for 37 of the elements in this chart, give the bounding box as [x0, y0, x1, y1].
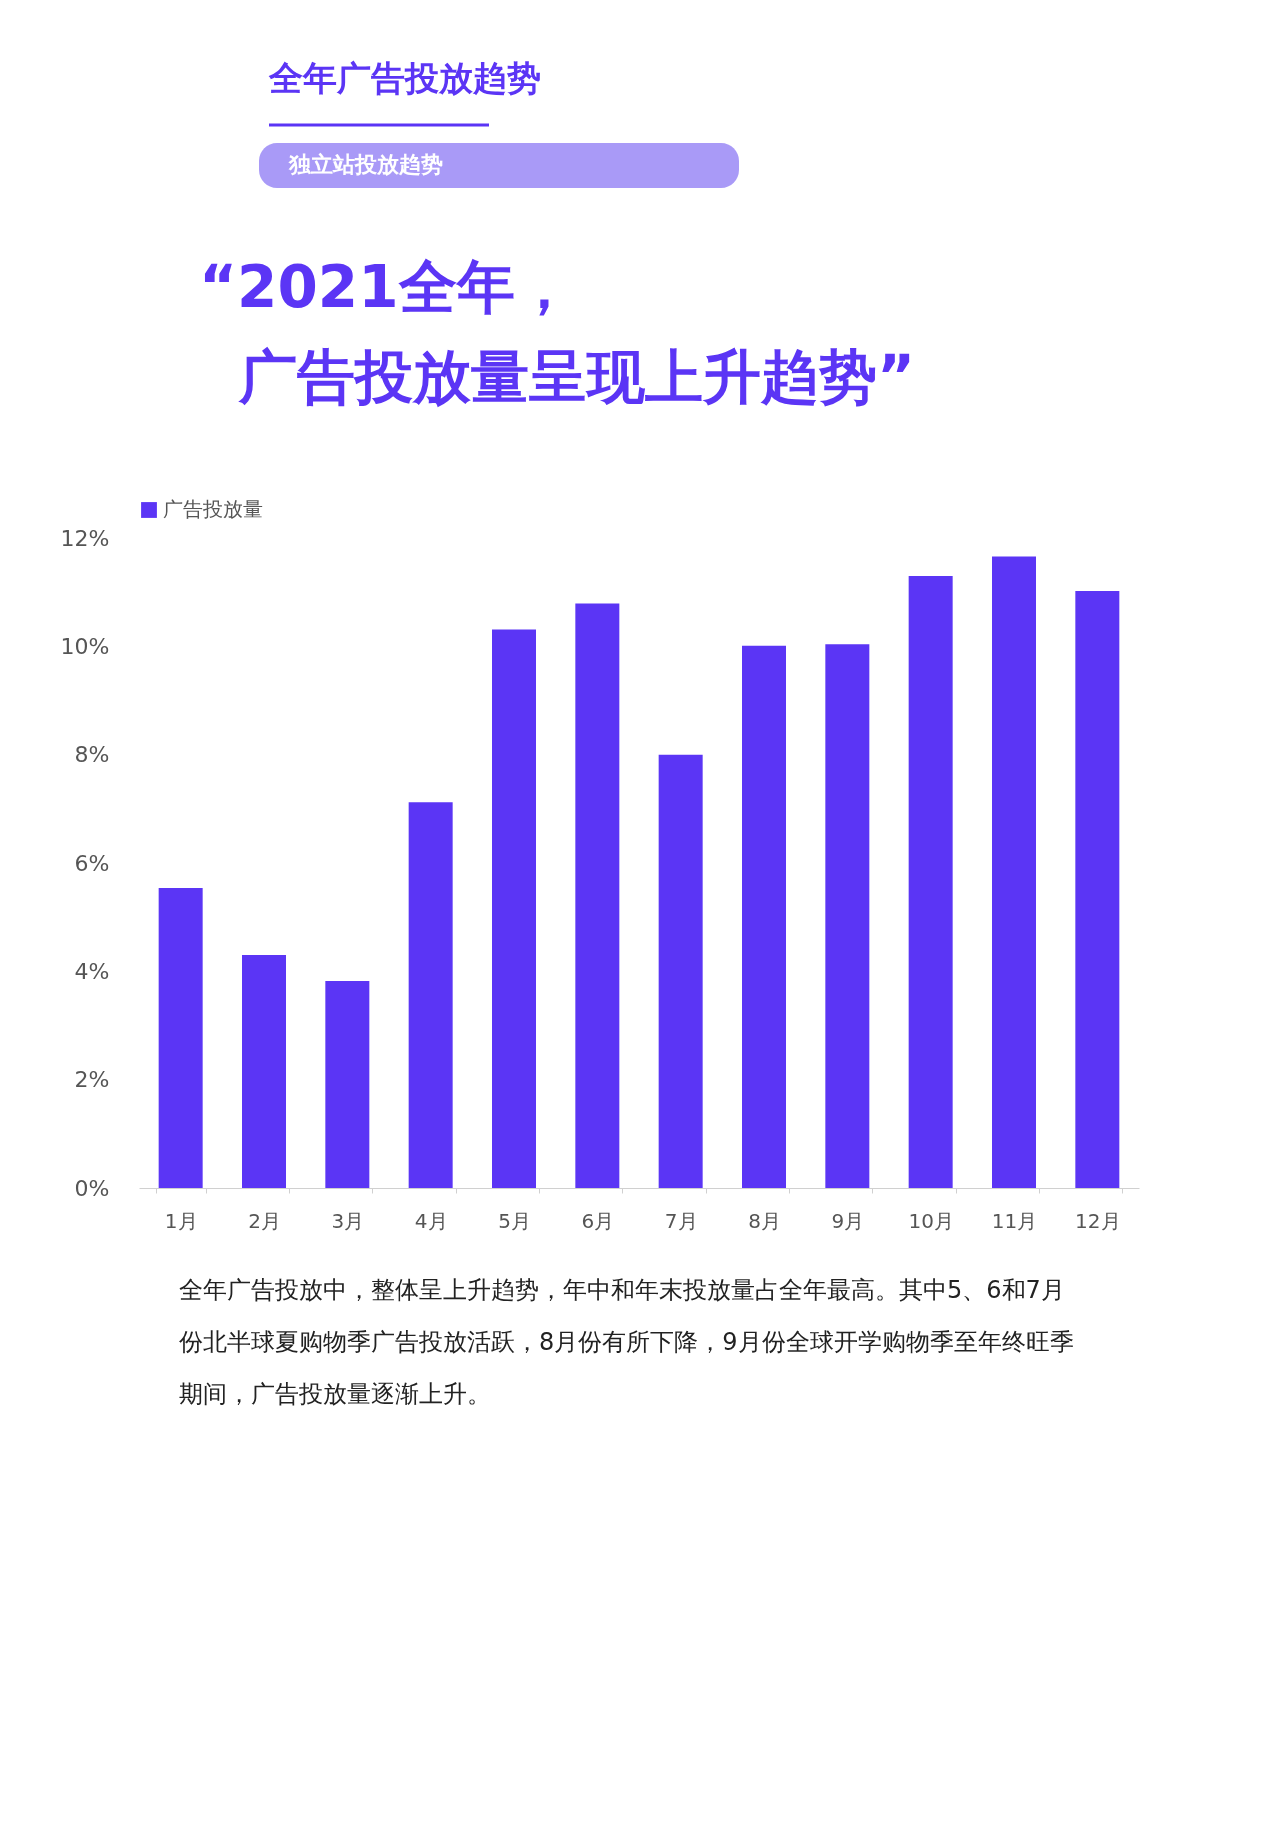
x-tick-label: 11月 — [991, 1208, 1038, 1233]
y-tick-label: 2% — [74, 1067, 110, 1093]
text: “2021全年， — [199, 253, 573, 321]
x-tick-label: 4月 — [414, 1208, 448, 1233]
bar — [492, 629, 536, 1188]
x-tick-label: 6月 — [581, 1208, 615, 1233]
bar — [575, 603, 620, 1188]
bar — [242, 955, 286, 1188]
text: 全年广告投放中，整体呈上升趋势，年中和年末投放量占全年最高。其中5、6和7月份北半球夏购物季广告投放活跃，8月份有所下降，9月份全球开学购物季至年终旺季期间，广告投放量逐渐上升。 — [179, 1276, 1074, 1408]
x-tick-label: 1月 — [164, 1208, 198, 1233]
text: 广告投放量呈现上升趋势” — [238, 343, 916, 411]
x-tick-label: 9月 — [831, 1208, 865, 1233]
bar — [742, 645, 786, 1188]
chart-title: 全年广告投放趋势 — [268, 58, 541, 98]
bar — [325, 981, 370, 1188]
chart-subtitle: 独立站投放趋势 — [288, 152, 443, 177]
bar — [1075, 591, 1120, 1188]
legend-label: 广告投放量 — [163, 497, 263, 521]
y-tick-label: 10% — [60, 633, 110, 659]
bar — [408, 802, 453, 1188]
x-tick-label: 8月 — [748, 1208, 781, 1233]
y-tick-label: 6% — [74, 850, 110, 876]
bar — [825, 644, 870, 1188]
bar — [158, 887, 203, 1188]
x-tick-label: 7月 — [664, 1208, 698, 1233]
y-tick-label: 0% — [74, 1175, 110, 1201]
bar — [908, 575, 953, 1188]
x-tick-label: 3月 — [331, 1208, 365, 1233]
x-tick-label: 12月 — [1075, 1208, 1121, 1233]
y-tick-label: 8% — [74, 742, 110, 768]
x-tick-label: 5月 — [498, 1208, 531, 1233]
bar — [658, 754, 703, 1188]
y-tick-label: 12% — [60, 525, 110, 551]
x-tick-label: 2月 — [248, 1208, 281, 1233]
bar — [992, 556, 1036, 1188]
x-tick-label: 10月 — [908, 1208, 954, 1233]
y-tick-label: 4% — [74, 958, 110, 984]
